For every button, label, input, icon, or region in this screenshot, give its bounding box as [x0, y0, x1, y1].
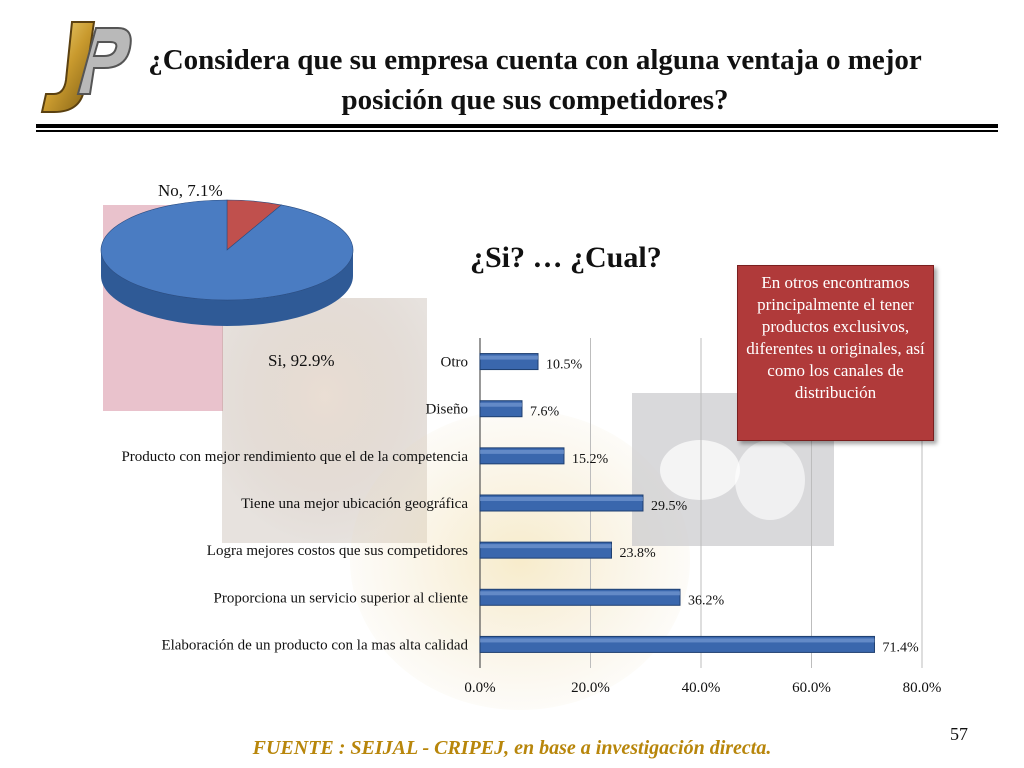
category-label: Diseño: [426, 402, 469, 418]
slide-title: ¿Considera que su empresa cuenta con alg…: [148, 44, 922, 116]
data-label: 7.6%: [530, 405, 560, 420]
title-rule-thin: [36, 130, 998, 132]
chart-subtitle: ¿Si? … ¿Cual?: [470, 241, 662, 274]
data-label: 71.4%: [882, 640, 919, 655]
category-label: Proporciona un servicio superior al clie…: [213, 590, 468, 606]
bar-highlight: [480, 355, 539, 360]
x-tick-label: 0.0%: [464, 680, 495, 696]
data-label: 29.5%: [651, 499, 688, 514]
note-box: En otros encontramos principalmente el t…: [737, 265, 934, 441]
title-rule-thick: [36, 124, 998, 128]
x-tick-label: 60.0%: [792, 680, 831, 696]
category-label: Tiene una mejor ubicación geográfica: [241, 496, 468, 512]
page-number: 57: [950, 724, 968, 744]
data-label: 23.8%: [619, 546, 656, 561]
pie-label-no: No, 7.1%: [158, 181, 223, 200]
category-label: Logra mejores costos que sus competidore…: [207, 543, 468, 559]
bar-highlight: [480, 449, 564, 454]
pie-label-si: Si, 92.9%: [268, 351, 335, 370]
pie-chart: [100, 199, 354, 326]
pie-slice-si: [100, 199, 354, 301]
bar-highlight: [480, 544, 612, 549]
x-tick-label: 80.0%: [903, 680, 942, 696]
category-label: Otro: [441, 355, 469, 371]
data-label: 36.2%: [688, 593, 725, 608]
bar-highlight: [480, 638, 875, 643]
data-label: 10.5%: [546, 358, 583, 373]
bar-highlight: [480, 402, 522, 407]
bar-highlight: [480, 591, 681, 596]
x-tick-label: 40.0%: [682, 680, 721, 696]
photo-gold: [350, 410, 690, 710]
pie-side: [101, 250, 353, 326]
category-label: Producto con mejor rendimiento que el de…: [121, 449, 468, 465]
x-tick-label: 20.0%: [571, 680, 610, 696]
category-label: Elaboración de un producto con la mas al…: [161, 637, 468, 653]
source-footer: FUENTE : SEIJAL - CRIPEJ, en base a inve…: [252, 737, 772, 759]
data-label: 15.2%: [572, 452, 609, 467]
bar-highlight: [480, 497, 643, 501]
jp-logo: [40, 21, 132, 113]
